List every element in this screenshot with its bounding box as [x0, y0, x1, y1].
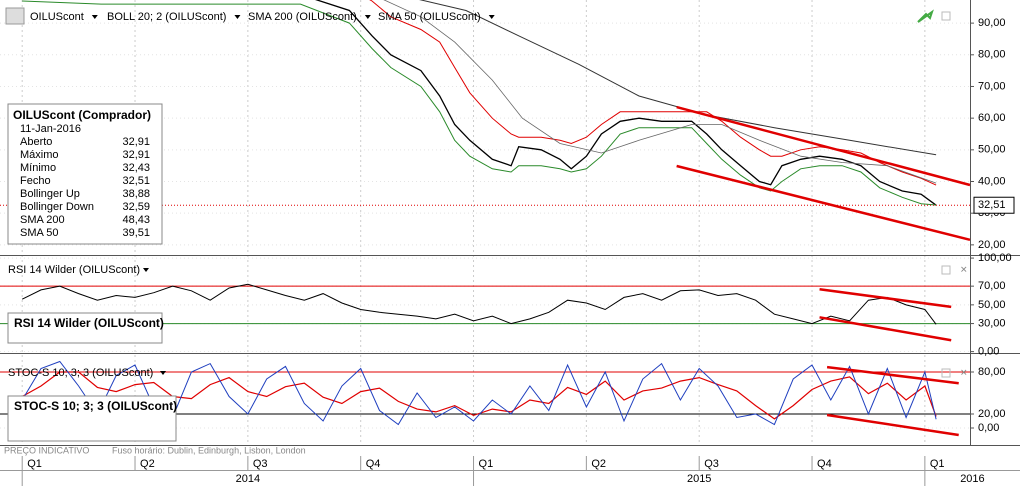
dropdown-arrow[interactable] [234, 15, 241, 19]
info-box [7, 103, 163, 245]
series-line [369, 0, 937, 186]
trend-line [819, 287, 952, 309]
x-tick-label: Q4 [366, 458, 381, 470]
footer-note: Fuso horário: Dublin, Edinburgh, Lisbon,… [112, 445, 306, 455]
series-line [315, 0, 937, 206]
info-value: 32,91 [122, 136, 150, 148]
dropdown-arrow[interactable] [143, 268, 149, 272]
toolbar-icon[interactable] [5, 7, 25, 25]
info-value: 32,51 [122, 175, 150, 187]
info-title: OILUScont (Comprador) [13, 108, 151, 122]
y-tick-label: 80,00 [978, 49, 1006, 61]
y-tick-label: 40,00 [978, 175, 1006, 187]
series-line [383, 0, 937, 184]
y-tick-label: 70,00 [978, 280, 1006, 292]
info-label: Bollinger Down [20, 201, 94, 213]
toolbar-item[interactable]: BOLL 20; 2 (OILUScont) [107, 11, 226, 23]
x-tick-label: Q3 [253, 458, 268, 470]
x-tick-label: Q1 [27, 458, 42, 470]
close-icon[interactable]: ✕ [960, 264, 968, 274]
panel-header[interactable]: STOC-S 10; 3; 3 (OILUScont) [8, 367, 153, 379]
series-line [21, 283, 937, 325]
info-label: Máximo [20, 149, 59, 161]
trend-line [826, 413, 959, 437]
toolbar-item[interactable]: SMA 50 (OILUScont) [378, 11, 481, 23]
trend-line [826, 365, 959, 385]
x-tick-label: Q1 [479, 458, 494, 470]
panel-icon[interactable] [941, 11, 951, 21]
info-box [7, 395, 177, 442]
year-label: 2015 [687, 473, 711, 485]
y-tick-label: 80,00 [978, 366, 1006, 378]
x-tick-label: Q4 [817, 458, 832, 470]
dropdown-arrow[interactable] [488, 15, 495, 19]
info-title: RSI 14 Wilder (OILUScont) [14, 316, 164, 330]
plot-area [0, 0, 970, 255]
info-date: 11-Jan-2016 [20, 123, 81, 135]
x-tick-label: Q3 [704, 458, 719, 470]
footer-note: PREÇO INDICATIVO [4, 445, 89, 455]
year-label: 2014 [236, 473, 260, 485]
info-label: Bollinger Up [20, 188, 80, 200]
series-line [22, 0, 937, 206]
y-tick-label: 60,00 [978, 112, 1006, 124]
trend-line [819, 316, 952, 342]
info-box [7, 312, 163, 344]
info-value: 38,88 [122, 188, 150, 200]
info-title: STOC-S 10; 3; 3 (OILUScont) [14, 399, 177, 413]
y-tick-label: 20,00 [978, 408, 1006, 420]
info-value: 39,51 [122, 227, 150, 239]
y-tick-label: 20,00 [978, 239, 1006, 251]
y-tick-label: 100,00 [978, 252, 1012, 264]
y-tick-label: 70,00 [978, 80, 1006, 92]
y-tick-label: 50,00 [978, 299, 1006, 311]
info-value: 32,43 [122, 162, 150, 174]
y-tick-label: 0,00 [978, 346, 999, 358]
dropdown-arrow[interactable] [364, 15, 371, 19]
info-label: Aberto [20, 136, 52, 148]
x-tick-label: Q1 [930, 458, 945, 470]
x-tick-label: Q2 [140, 458, 155, 470]
info-value: 32,91 [122, 149, 150, 161]
panel-icon[interactable] [941, 368, 951, 378]
y-tick-label: 50,00 [978, 144, 1006, 156]
panel-icon[interactable] [941, 265, 951, 275]
info-label: Fecho [20, 175, 51, 187]
x-tick-label: Q2 [591, 458, 606, 470]
last-price-box [973, 196, 1015, 214]
trend-line [676, 105, 971, 187]
toolbar-item[interactable]: OILUScont [30, 11, 84, 23]
panel-header[interactable]: RSI 14 Wilder (OILUScont) [8, 264, 140, 276]
info-value: 32,59 [122, 201, 150, 213]
info-label: SMA 50 [20, 227, 59, 239]
last-price-label: 32,51 [978, 199, 1006, 211]
info-label: Mínimo [20, 162, 56, 174]
y-tick-label: 30,00 [978, 317, 1006, 329]
close-icon[interactable]: ✕ [960, 367, 968, 377]
series-line [419, 0, 937, 156]
trend-icon[interactable] [917, 9, 934, 23]
dropdown-arrow[interactable] [160, 371, 166, 375]
info-label: SMA 200 [20, 214, 65, 226]
info-value: 48,43 [122, 214, 150, 226]
toolbar-item[interactable]: SMA 200 (OILUScont) [248, 11, 357, 23]
y-tick-label: 0,00 [978, 422, 999, 434]
y-tick-label: 90,00 [978, 17, 1006, 29]
dropdown-arrow[interactable] [91, 15, 98, 19]
year-label: 2016 [960, 473, 984, 485]
trend-line [676, 164, 971, 242]
